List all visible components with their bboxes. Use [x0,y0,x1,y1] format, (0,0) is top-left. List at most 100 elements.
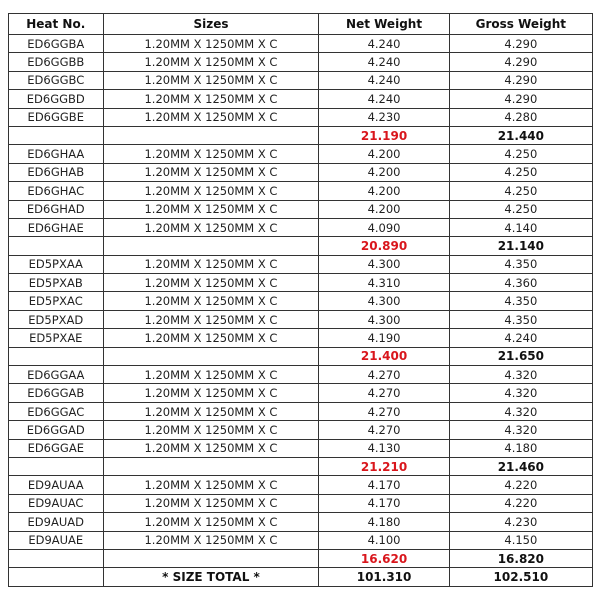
cell-net-weight: 4.300 [318,309,450,330]
table-row: ED5PXAE 1.20MM X 1250MM X C 4.190 4.240 [8,328,594,348]
cell-net-weight: 4.270 [318,383,450,403]
empty-cell [8,548,104,569]
table-row: ED6GGBB 1.20MM X 1250MM X C 4.240 4.290 [8,52,594,72]
empty-cell [102,346,320,367]
table-row: ED5PXAB 1.20MM X 1250MM X C 4.310 4.360 [8,273,594,293]
cell-heat-no: ED6GHAD [8,199,104,219]
cell-size: 1.20MM X 1250MM X C [102,199,320,219]
empty-cell [102,125,320,146]
cell-size: 1.20MM X 1250MM X C [102,291,320,311]
cell-heat-no: ED6GGAC [8,401,104,422]
cell-net-weight: 4.240 [318,89,450,109]
table-row: ED6GGBC 1.20MM X 1250MM X C 4.240 4.290 [8,70,594,91]
cell-net-weight: 4.240 [318,33,450,54]
cell-heat-no: ED6GGBC [8,70,104,91]
size-total-row: * SIZE TOTAL * 101.310 102.510 [8,567,594,587]
cell-heat-no: ED9AUAC [8,493,104,514]
table-row: ED6GHAA 1.20MM X 1250MM X C 4.200 4.250 [8,144,594,164]
cell-net-weight: 4.270 [318,420,450,440]
table-row: ED6GGAC 1.20MM X 1250MM X C 4.270 4.320 [8,401,594,422]
header-sizes: Sizes [102,13,320,35]
header-gross-weight: Gross Weight [448,13,594,35]
cell-heat-no: ED6GGBE [8,107,104,127]
cell-gross-weight: 4.250 [448,199,594,219]
cell-heat-no: ED6GHAB [8,162,104,183]
cell-gross-weight: 4.350 [448,291,594,311]
cell-gross-weight: 4.180 [448,438,594,458]
subtotal-gross-weight: 21.140 [448,236,594,256]
cell-size: 1.20MM X 1250MM X C [102,89,320,109]
cell-gross-weight: 4.220 [448,475,594,495]
subtotal-gross-weight: 21.460 [448,456,594,477]
cell-gross-weight: 4.150 [448,530,594,550]
cell-gross-weight: 4.320 [448,420,594,440]
cell-gross-weight: 4.290 [448,52,594,72]
cell-size: 1.20MM X 1250MM X C [102,107,320,127]
subtotal-row: 20.890 21.140 [8,236,594,256]
cell-gross-weight: 4.240 [448,328,594,348]
cell-size: 1.20MM X 1250MM X C [102,70,320,91]
cell-size: 1.20MM X 1250MM X C [102,52,320,72]
cell-gross-weight: 4.290 [448,70,594,91]
cell-size: 1.20MM X 1250MM X C [102,530,320,550]
empty-cell [8,456,104,477]
cell-size: 1.20MM X 1250MM X C [102,181,320,201]
cell-net-weight: 4.310 [318,273,450,293]
cell-size: 1.20MM X 1250MM X C [102,401,320,422]
subtotal-net-weight: 21.210 [318,456,450,477]
table-row: ED6GGAA 1.20MM X 1250MM X C 4.270 4.320 [8,365,594,385]
cell-net-weight: 4.300 [318,291,450,311]
cell-heat-no: ED5PXAD [8,309,104,330]
table-row: ED6GGAB 1.20MM X 1250MM X C 4.270 4.320 [8,383,594,403]
cell-heat-no: ED9AUAD [8,512,104,532]
cell-gross-weight: 4.290 [448,89,594,109]
cell-net-weight: 4.230 [318,107,450,127]
empty-cell [8,567,104,587]
cell-size: 1.20MM X 1250MM X C [102,217,320,238]
header-row: Heat No. Sizes Net Weight Gross Weight [8,13,594,35]
table-row: ED9AUAE 1.20MM X 1250MM X C 4.100 4.150 [8,530,594,550]
table-row: ED5PXAA 1.20MM X 1250MM X C 4.300 4.350 [8,254,594,275]
cell-heat-no: ED6GGAE [8,438,104,458]
empty-cell [102,236,320,256]
cell-size: 1.20MM X 1250MM X C [102,438,320,458]
cell-size: 1.20MM X 1250MM X C [102,144,320,164]
cell-gross-weight: 4.350 [448,309,594,330]
cell-heat-no: ED6GHAE [8,217,104,238]
cell-size: 1.20MM X 1250MM X C [102,33,320,54]
cell-net-weight: 4.200 [318,199,450,219]
cell-gross-weight: 4.220 [448,493,594,514]
cell-gross-weight: 4.250 [448,144,594,164]
cell-size: 1.20MM X 1250MM X C [102,273,320,293]
cell-size: 1.20MM X 1250MM X C [102,309,320,330]
cell-heat-no: ED5PXAC [8,291,104,311]
table-row: ED6GGAD 1.20MM X 1250MM X C 4.270 4.320 [8,420,594,440]
cell-size: 1.20MM X 1250MM X C [102,475,320,495]
cell-gross-weight: 4.280 [448,107,594,127]
cell-size: 1.20MM X 1250MM X C [102,328,320,348]
cell-gross-weight: 4.250 [448,162,594,183]
subtotal-row: 21.400 21.650 [8,346,594,367]
cell-net-weight: 4.180 [318,512,450,532]
table-row: ED9AUAC 1.20MM X 1250MM X C 4.170 4.220 [8,493,594,514]
cell-heat-no: ED5PXAE [8,328,104,348]
cell-heat-no: ED6GHAA [8,144,104,164]
subtotal-row: 21.210 21.460 [8,456,594,477]
subtotal-gross-weight: 16.820 [448,548,594,569]
cell-net-weight: 4.170 [318,475,450,495]
cell-gross-weight: 4.140 [448,217,594,238]
subtotal-net-weight: 21.400 [318,346,450,367]
total-gross-weight: 102.510 [448,567,594,587]
subtotal-net-weight: 16.620 [318,548,450,569]
cell-net-weight: 4.240 [318,52,450,72]
cell-net-weight: 4.240 [318,70,450,91]
cell-heat-no: ED9AUAA [8,475,104,495]
cell-size: 1.20MM X 1250MM X C [102,493,320,514]
table-body: ED6GGBA 1.20MM X 1250MM X C 4.240 4.290 ED6G… [8,33,594,587]
size-total-label: * SIZE TOTAL * [102,567,320,587]
cell-heat-no: ED6GHAC [8,181,104,201]
cell-net-weight: 4.100 [318,530,450,550]
cell-heat-no: ED6GGBB [8,52,104,72]
cell-gross-weight: 4.230 [448,512,594,532]
cell-heat-no: ED6GGAD [8,420,104,440]
